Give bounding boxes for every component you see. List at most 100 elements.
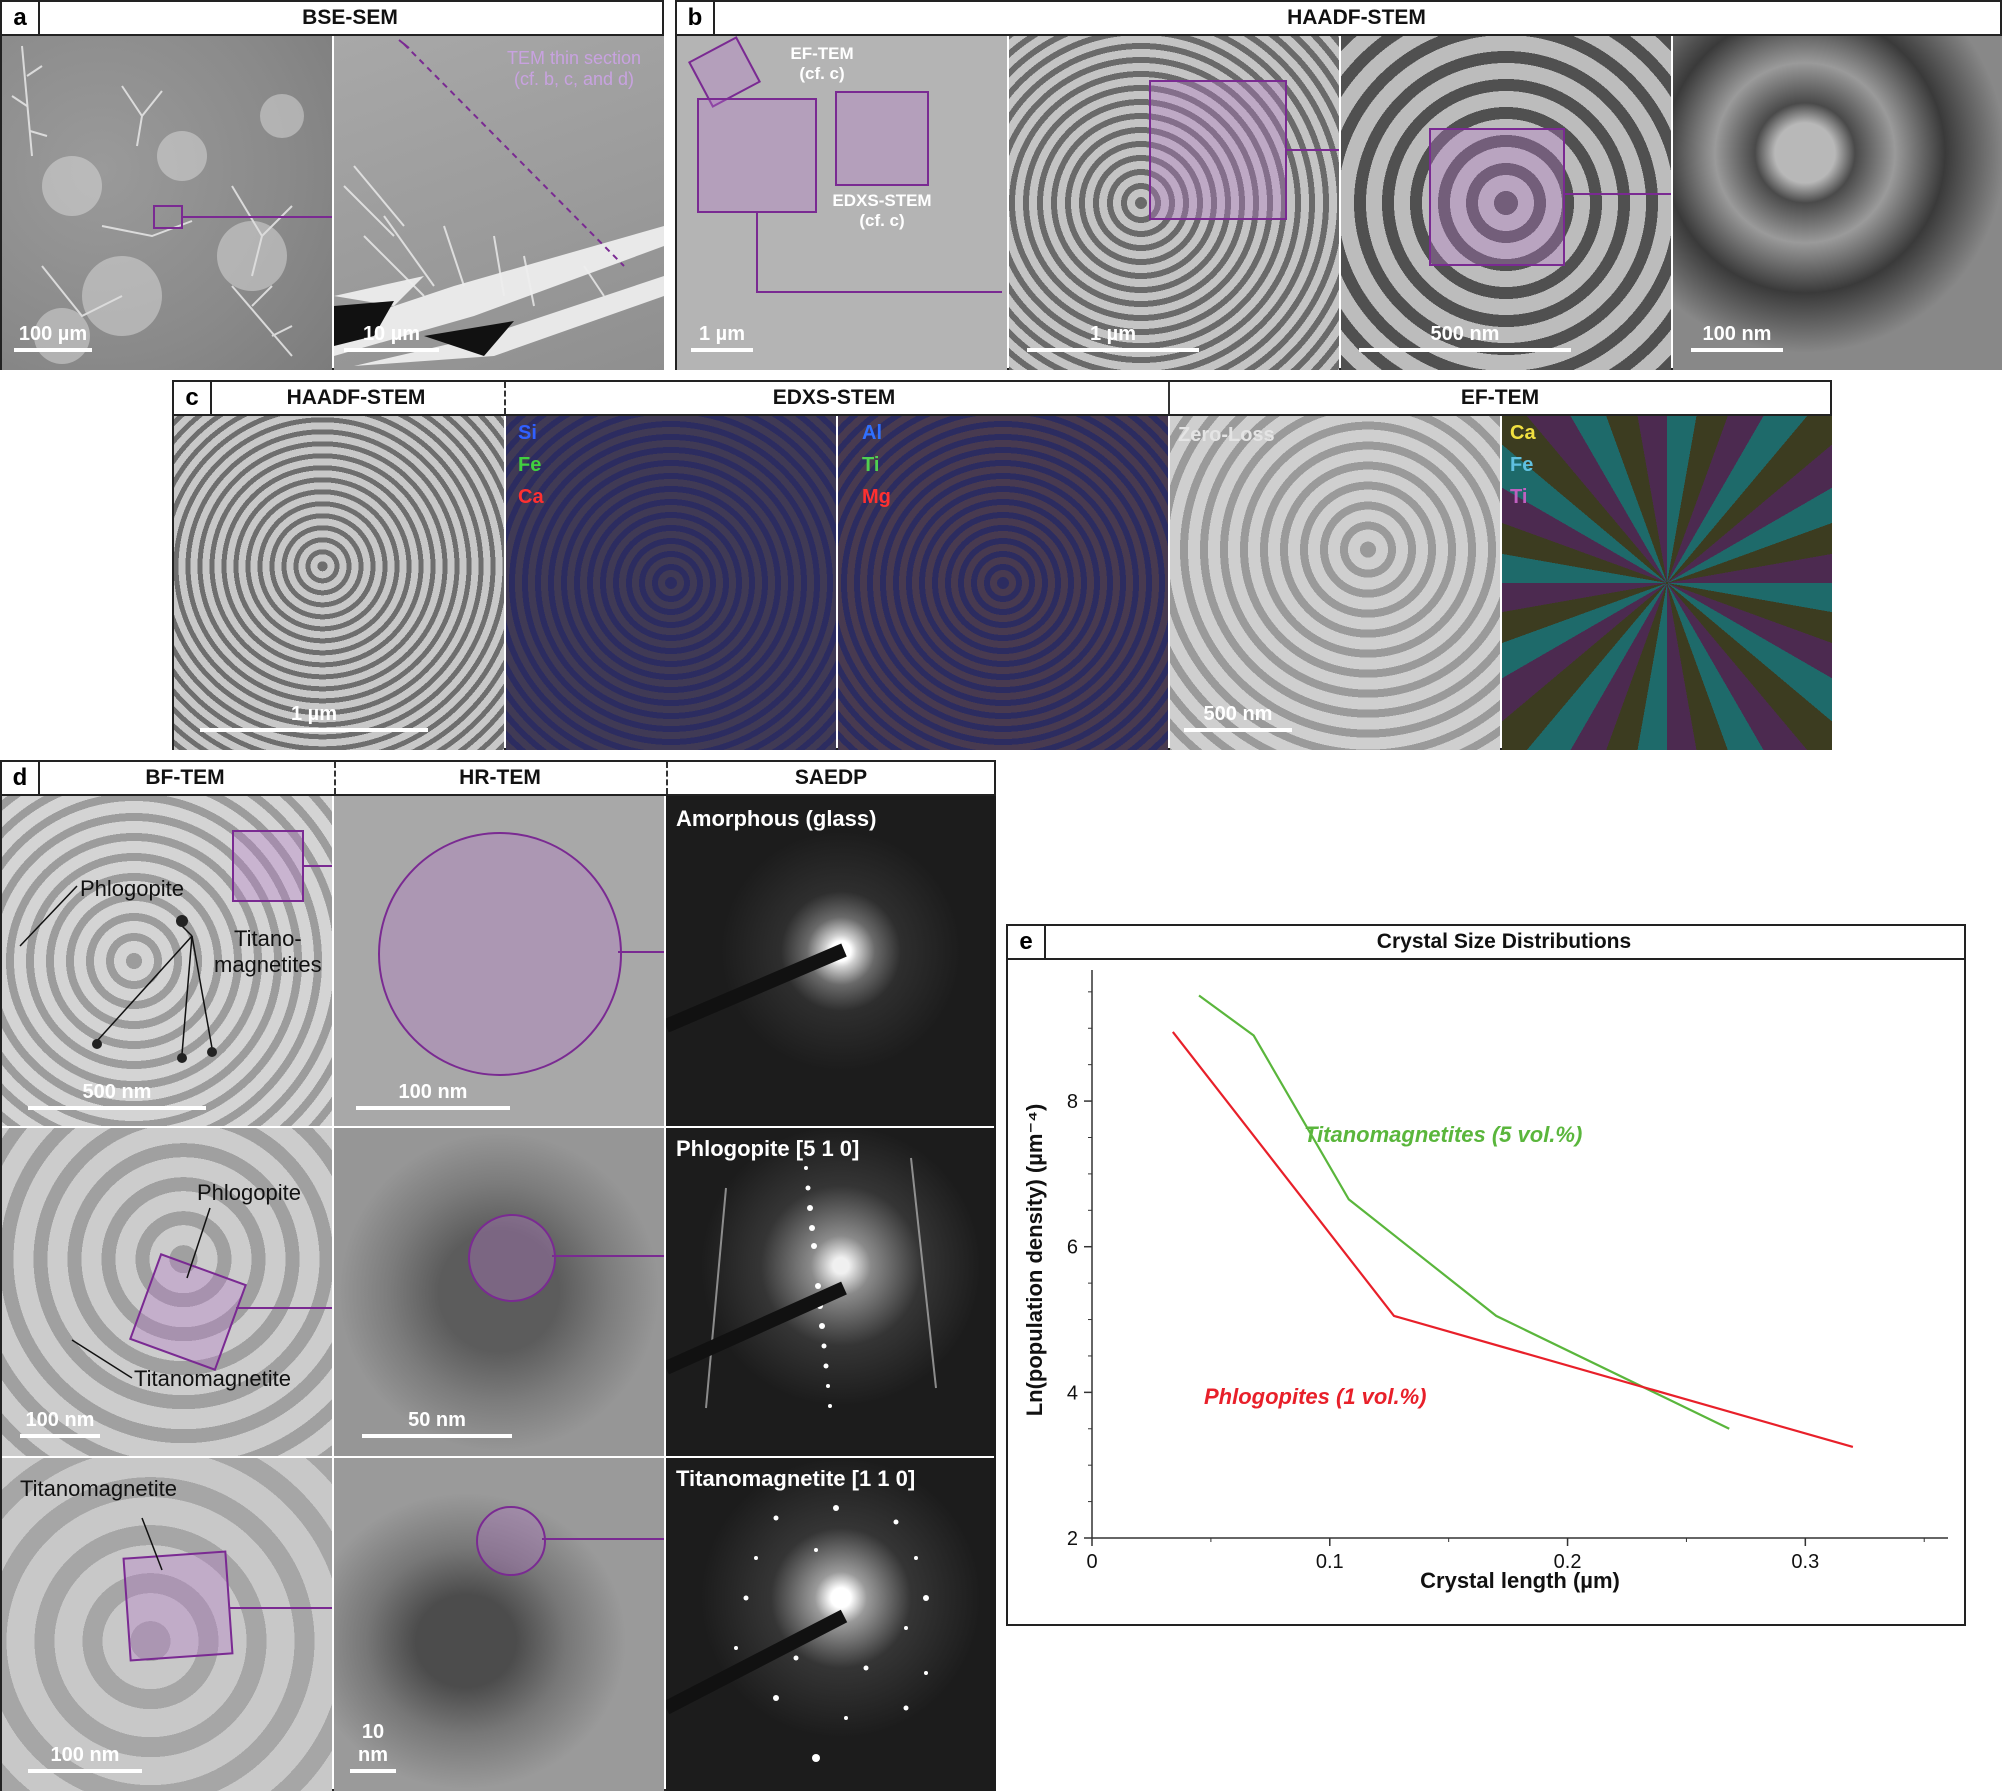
scale-bar: 100 nm [356, 1081, 510, 1110]
panel-letter: a [2, 2, 40, 34]
bf-tem-row2: Phlogopite Titanomagnetite 100 nm [2, 1128, 332, 1456]
edxs-map-1: Si Fe Ca [506, 416, 836, 750]
phlogopite-label: Phlogopite [197, 1180, 301, 1205]
crystal-size-distribution-chart: 2 4 6 8 0 0.1 0.2 0.3 Crystal length (µm) Ln(p… [1022, 970, 1948, 1593]
element-label-fe: Fe [518, 454, 542, 476]
panel-d-header: d BF-TEM HR-TEM SAEDP [2, 762, 994, 796]
series-line-phlogopites [1171, 1031, 1854, 1449]
scale-bar: 1 µm [1027, 323, 1199, 352]
stem-image-4: 100 nm [1673, 36, 2002, 370]
panel-title: HAADF-STEM [1287, 6, 1426, 29]
x-tick-label: 0.2 [1554, 1551, 1582, 1573]
panel-c-header: c HAADF-STEM EDXS-STEM EF-TEM [174, 382, 1830, 416]
connector-arrow [618, 951, 664, 953]
annotation-arrows [141, 1517, 332, 1609]
panel-b-header: b HAADF-STEM [677, 2, 2000, 36]
element-label-si: Si [518, 422, 537, 444]
zoom-circle [468, 1214, 556, 1302]
scale-bar: 500 nm [28, 1081, 206, 1110]
panel-letter: e [1008, 926, 1046, 958]
legend-phlogopites: Phlogopites (1 vol.%) [1204, 1384, 1426, 1409]
bf-tem-row3: Titanomagnetite 100 nm [2, 1458, 332, 1791]
panel-e-header: e Crystal Size Distributions [1008, 926, 1964, 960]
scale-bar: 100 nm [28, 1744, 142, 1773]
zoom-box [1149, 80, 1287, 220]
ef-tem-label: EF-TEM (cf. c) [790, 44, 854, 83]
chart-title: Crystal Size Distributions [1376, 930, 1632, 953]
panel-title: BSE-SEM [302, 6, 398, 29]
titanomagnetites-label: Titano- magnetites [214, 926, 322, 977]
bf-tem-row1: Phlogopite Titano- magnetites 500 nm [2, 796, 332, 1126]
scale-bar: 1 µm [200, 703, 428, 732]
element-label-ti: Ti [1510, 486, 1528, 508]
series-line-titanomagnetites [1198, 994, 1730, 1430]
crystal-fan-pattern [334, 39, 664, 366]
beam-stop [666, 943, 847, 1033]
diffraction-spots [666, 1505, 929, 1762]
phlogopite-label: Phlogopite [80, 876, 184, 901]
saed-label: Phlogopite [5 1 0] [676, 1136, 860, 1161]
saed-label: Titanomagnetite [1 1 0] [676, 1466, 916, 1491]
y-tick-label: 4 [1067, 1382, 1078, 1404]
diffraction-spots [666, 1157, 937, 1409]
y-tick-label: 6 [1067, 1237, 1078, 1259]
panel-e: e Crystal Size Distributions 2 4 6 8 0 0.1 0.… [1006, 924, 1966, 1626]
y-axis-label: Ln(population density) (µm⁻⁴) [1022, 1104, 1047, 1417]
stem-image-1: EF-TEM (cf. c) EDXS-STEM (cf. c) 1 µm [677, 36, 1007, 370]
scale-bar: 500 nm [1359, 323, 1571, 352]
x-tick-label: 0 [1086, 1551, 1097, 1573]
ef-tem-element-map: Ca Fe Ti [1502, 416, 1832, 750]
connector-arrow [542, 1538, 664, 1540]
element-label-ca: Ca [1510, 422, 1536, 444]
bse-sem-overview-image: 100 µm [2, 36, 332, 370]
panel-d: d BF-TEM HR-TEM SAEDP Phlogopite Titano-… [0, 760, 996, 1791]
header-separator [1168, 382, 1170, 414]
zoom-circle [378, 832, 622, 1076]
header-separator [666, 762, 668, 794]
legend-titanomagnetites: Titanomagnetites (5 vol.%) [1304, 1122, 1582, 1147]
zero-loss-label: Zero-Loss [1178, 424, 1275, 446]
panel-letter: d [2, 762, 40, 794]
connector-arrow [552, 1255, 664, 1257]
panel-title: EDXS-STEM [772, 386, 896, 409]
panel-letter: b [677, 2, 715, 34]
ef-tem-zero-loss-image: Zero-Loss 500 nm [1170, 416, 1500, 750]
element-label-mg: Mg [862, 486, 891, 508]
zoom-box [1429, 128, 1565, 266]
y-tick-label: 8 [1067, 1091, 1078, 1113]
dendrite-pattern [11, 45, 332, 364]
panel-c: c HAADF-STEM EDXS-STEM EF-TEM 1 µm Si Fe… [172, 380, 1832, 750]
panel-title: BF-TEM [145, 766, 225, 789]
connector-arrow [1565, 193, 1671, 195]
panel-title: EF-TEM [1460, 386, 1540, 409]
y-tick-label: 2 [1067, 1528, 1078, 1550]
stem-image-3: 500 nm [1341, 36, 1671, 370]
scale-bar: 10 µm [344, 323, 439, 352]
panel-b: b HAADF-STEM EF-TEM (cf. c) EDXS-STEM (c… [675, 0, 2002, 370]
saedp-row2: Phlogopite [5 1 0] [666, 1128, 996, 1456]
annotation-arrows [71, 1207, 332, 1379]
x-axis-label: Crystal length (µm) [1420, 1568, 1620, 1593]
titanomagnetite-label: Titanomagnetite [134, 1366, 291, 1391]
titanomagnetite-label: Titanomagnetite [20, 1476, 177, 1501]
x-tick-label: 0.1 [1316, 1551, 1344, 1573]
scale-bar: 100 µm [14, 323, 92, 352]
tem-section-annotation: TEM thin section (cf. b, c, and d) [506, 48, 642, 89]
scale-bar: 10 nm [350, 1721, 396, 1773]
edxs-map-2: Al Ti Mg [838, 416, 1168, 750]
panel-title: HAADF-STEM [286, 386, 426, 409]
saed-label: Amorphous (glass) [676, 806, 877, 831]
scale-bar: 50 nm [362, 1409, 512, 1438]
stem-image-2: 1 µm [1009, 36, 1339, 370]
element-label-ti: Ti [862, 454, 880, 476]
panel-a-header: a BSE-SEM [2, 2, 662, 36]
element-label-al: Al [862, 422, 882, 444]
hr-tem-row1: 100 nm [334, 796, 664, 1126]
zoom-box [232, 830, 304, 902]
scale-bar: 1 µm [691, 323, 753, 352]
edxs-box-small [835, 91, 929, 186]
edxs-stem-label: EDXS-STEM (cf. c) [832, 191, 932, 230]
x-tick-label: 0.3 [1791, 1551, 1819, 1573]
annotation-arrows [19, 865, 332, 1063]
haadf-stem-image: 1 µm [174, 416, 504, 750]
